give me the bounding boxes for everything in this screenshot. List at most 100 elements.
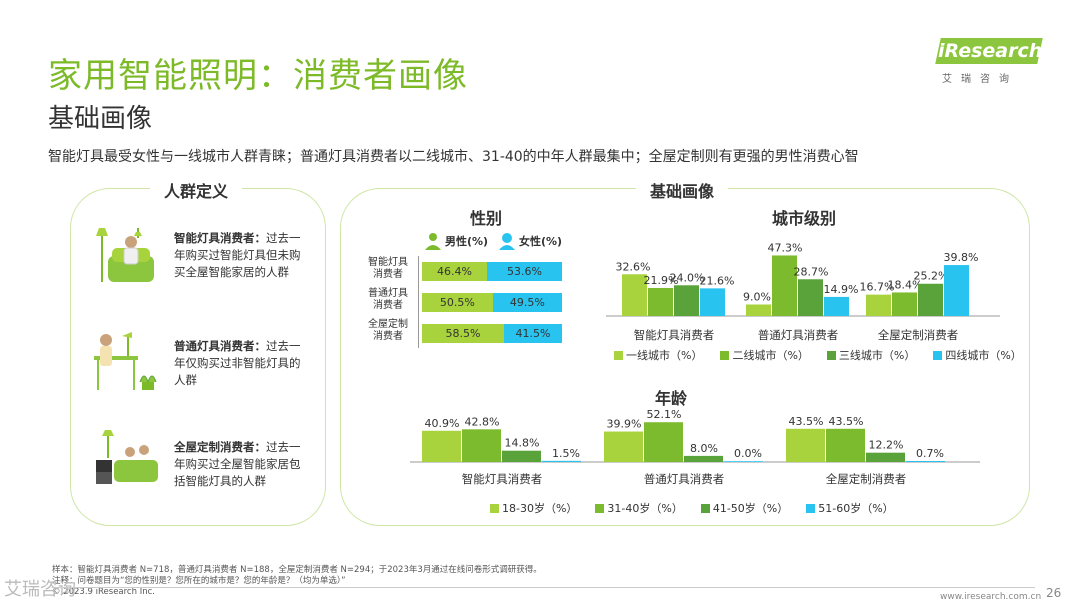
age-legend: 18-30岁（%） 31-40岁（%） 41-50岁（%） 51-60岁（%） (490, 500, 894, 516)
data-label: 9.0% (743, 290, 771, 303)
legend-item: 二线城市（%） (720, 347, 809, 363)
legend-item: 一线城市（%） (614, 347, 702, 363)
footer-divider (52, 587, 1035, 588)
bar (944, 265, 969, 316)
bar (684, 455, 723, 462)
bar (786, 428, 825, 462)
city-legend: 一线城市（%） 二线城市（%） 三线城市（%） 四线城市（%） (614, 347, 1022, 363)
category-label: 智能灯具消费者 (634, 328, 715, 342)
data-label: 39.8% (944, 251, 979, 264)
gender-category-label: 全屋定制 消费者 (368, 319, 408, 342)
gender-row: 普通灯具 消费者 50.5% 49.5% (362, 288, 572, 314)
bar (502, 450, 541, 462)
footer-note: 样本：智能灯具消费者 N=718，普通灯具消费者 N=188，全屋定制消费者 N… (52, 565, 542, 598)
profile-panel-title: 基础画像 (636, 178, 729, 202)
legend-label: 二线城市（%） (732, 349, 809, 362)
legend-item: 18-30岁（%） (490, 500, 577, 516)
legend-swatch (826, 351, 836, 360)
legend-item: 四线城市（%） (933, 347, 1022, 363)
bar (674, 285, 699, 316)
female-segment: 49.5% (492, 293, 562, 312)
legend-label: 18-30岁（%） (502, 502, 578, 515)
data-label: 40.9% (425, 417, 460, 430)
bar (892, 292, 917, 316)
logo-word: iResearch (938, 40, 1043, 62)
persona-panel-title: 人群定义 (150, 178, 243, 202)
gender-category-label: 普通灯具 消费者 (368, 288, 408, 311)
bar (824, 296, 849, 316)
logo-cn: 艾瑞咨询 (942, 74, 1018, 85)
bar (906, 461, 945, 462)
data-label: 16.7% (860, 281, 895, 294)
legend-swatch (700, 504, 710, 513)
legend-swatch (614, 351, 623, 360)
bar (644, 422, 683, 462)
gender-axis (418, 256, 419, 348)
iresearch-logo: iResearch 艾瑞咨询 (930, 38, 1043, 86)
city-chart-title: 城市级别 (772, 209, 837, 228)
bar (542, 460, 581, 462)
data-label: 32.6% (616, 260, 651, 273)
sample-note: 样本：智能灯具消费者 N=718，普通灯具消费者 N=188，全屋定制消费者 N… (52, 565, 542, 575)
legend-label: 51-60岁（%） (818, 502, 894, 515)
data-label: 42.8% (465, 415, 500, 428)
gender-legend-male: 男性(%) (424, 232, 488, 250)
persona-name: 普通灯具消费者： (174, 339, 266, 353)
city-chart: 32.6%21.9%24.0%21.6% 智能灯具消费者 9.0% 47.3% 28.7… (606, 241, 1000, 342)
data-label: 28.7% (794, 265, 829, 278)
footer-url: www.iresearch.com.cn (940, 592, 1042, 602)
data-label: 21.6% (700, 274, 735, 287)
persona-whole-house: 全屋定制消费者：过去一年购买过全屋智能家居包括智能灯具的人群 (174, 439, 306, 490)
question-note: 注释：问卷题目为“您的性别是？您所在的城市是？您的年龄是？（均为单选）” (52, 576, 346, 586)
male-icon (425, 233, 441, 250)
data-label: 47.3% (768, 241, 803, 254)
gender-bar: 58.5% 41.5% (422, 324, 562, 343)
bar (746, 304, 771, 316)
data-label: 8.0% (690, 442, 718, 455)
gender-row: 智能灯具 消费者 46.4% 53.6% (362, 257, 572, 283)
headline: 智能灯具最受女性与一线城市人群青睐；普通灯具消费者以二线城市、31-40的中年人… (48, 149, 859, 165)
bar (866, 452, 905, 462)
persona-desc: 过去一年仅购买过非智能灯具的人群 (174, 339, 301, 387)
legend-swatch (806, 504, 816, 513)
whole-house-consumer-illustration (96, 430, 158, 484)
data-label: 25.2% (914, 270, 949, 283)
bar (422, 430, 461, 462)
page-number: 26 (1046, 586, 1062, 600)
age-chart-title: 年龄 (655, 389, 688, 408)
persona-desc: 过去一年购买过全屋智能家居包括智能灯具的人群 (174, 440, 301, 488)
persona-desc: 过去一年购买过智能灯具但未购买全屋智能家居的人群 (174, 231, 301, 279)
ordinary-light-consumer-illustration (94, 332, 157, 390)
bar (826, 428, 865, 462)
persona-name: 全屋定制消费者： (174, 440, 266, 454)
legend-item: 51-60岁（%） (806, 500, 894, 516)
category-label: 全屋定制消费者 (826, 472, 907, 486)
male-segment: 50.5% (422, 293, 493, 312)
gender-category-label: 智能灯具 消费者 (368, 257, 408, 280)
legend-label: 四线城市（%） (945, 349, 1022, 362)
legend-item: 41-50岁（%） (700, 500, 788, 516)
female-segment: 53.6% (486, 262, 562, 281)
category-label: 普通灯具消费者 (758, 328, 839, 342)
persona-smart-light: 智能灯具消费者：过去一年购买过智能灯具但未购买全屋智能家居的人群 (174, 230, 306, 281)
page-subtitle: 基础画像 (48, 104, 153, 134)
legend-label: 31-40岁（%） (607, 502, 683, 515)
age-chart: 40.9% 42.8% 14.8% 1.5% 智能灯具消费者 39.9% 52.1% 8.0%… (410, 408, 980, 486)
watermark: 艾瑞咨询 (4, 579, 76, 600)
legend-item: 31-40岁（%） (595, 500, 683, 516)
data-label: 21.9% (644, 274, 679, 287)
data-label: 43.5% (829, 415, 864, 428)
female-icon (499, 233, 515, 250)
data-label: 0.0% (734, 447, 762, 460)
data-label: 14.8% (505, 437, 540, 450)
data-label: 24.0% (670, 271, 705, 284)
bar (604, 431, 643, 462)
legend-swatch (595, 504, 605, 513)
bar (700, 288, 725, 316)
category-label: 全屋定制消费者 (878, 328, 959, 342)
page-title: 家用智能照明：消费者画像 (48, 56, 468, 96)
data-label: 18.4% (888, 278, 923, 291)
data-label: 0.7% (916, 447, 944, 460)
legend-swatch (490, 504, 499, 513)
gender-row: 全屋定制 消费者 58.5% 41.5% (362, 319, 572, 345)
